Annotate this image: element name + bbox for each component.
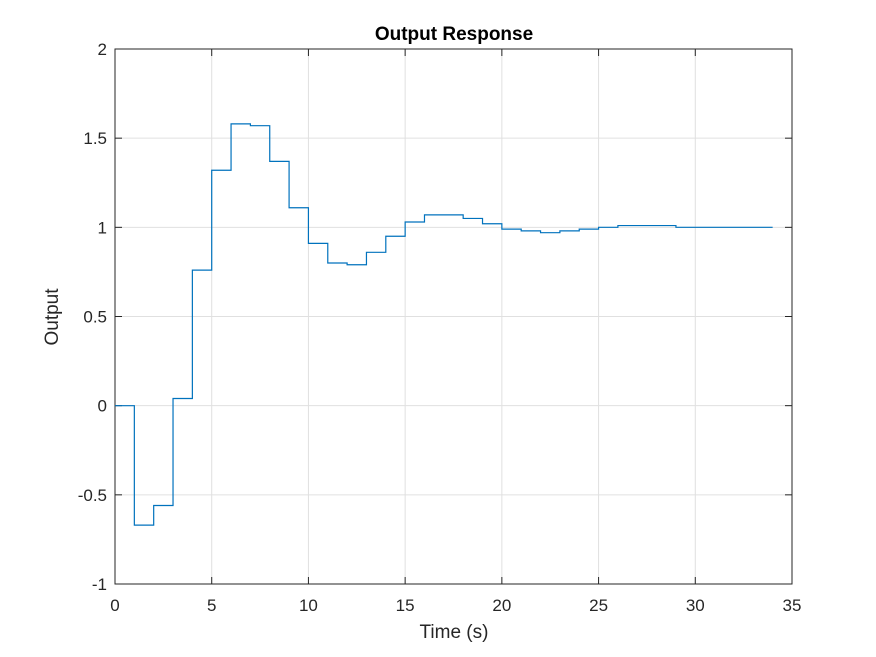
- x-tick-label-6: 30: [686, 596, 705, 615]
- y-tick-label-2: 0: [98, 397, 107, 416]
- x-tick-label-3: 15: [396, 596, 415, 615]
- chart-title: Output Response: [375, 24, 533, 45]
- x-tick-label-5: 25: [589, 596, 608, 615]
- y-tick-label-6: 2: [98, 40, 107, 59]
- series-line-0: [115, 123, 773, 526]
- x-tick-label-7: 35: [783, 596, 802, 615]
- y-tick-label-4: 1: [98, 218, 107, 237]
- x-tick-label-0: 0: [110, 596, 119, 615]
- x-tick-label-1: 5: [207, 596, 216, 615]
- x-tick-label-4: 20: [492, 596, 511, 615]
- plot-area: 0 5 10 15 20 25 30 35 -1 -0.5 0 0.5 1 1.5 2: [78, 40, 802, 615]
- y-tick-label-3: 0.5: [83, 308, 107, 327]
- y-axis-label: Output: [42, 288, 63, 346]
- x-tick-label-2: 10: [299, 596, 318, 615]
- y-tick-label-1: -0.5: [78, 486, 107, 505]
- x-axis-label: Time (s): [420, 622, 489, 643]
- y-tick-label-0: -1: [92, 575, 107, 594]
- y-tick-label-5: 1.5: [83, 129, 107, 148]
